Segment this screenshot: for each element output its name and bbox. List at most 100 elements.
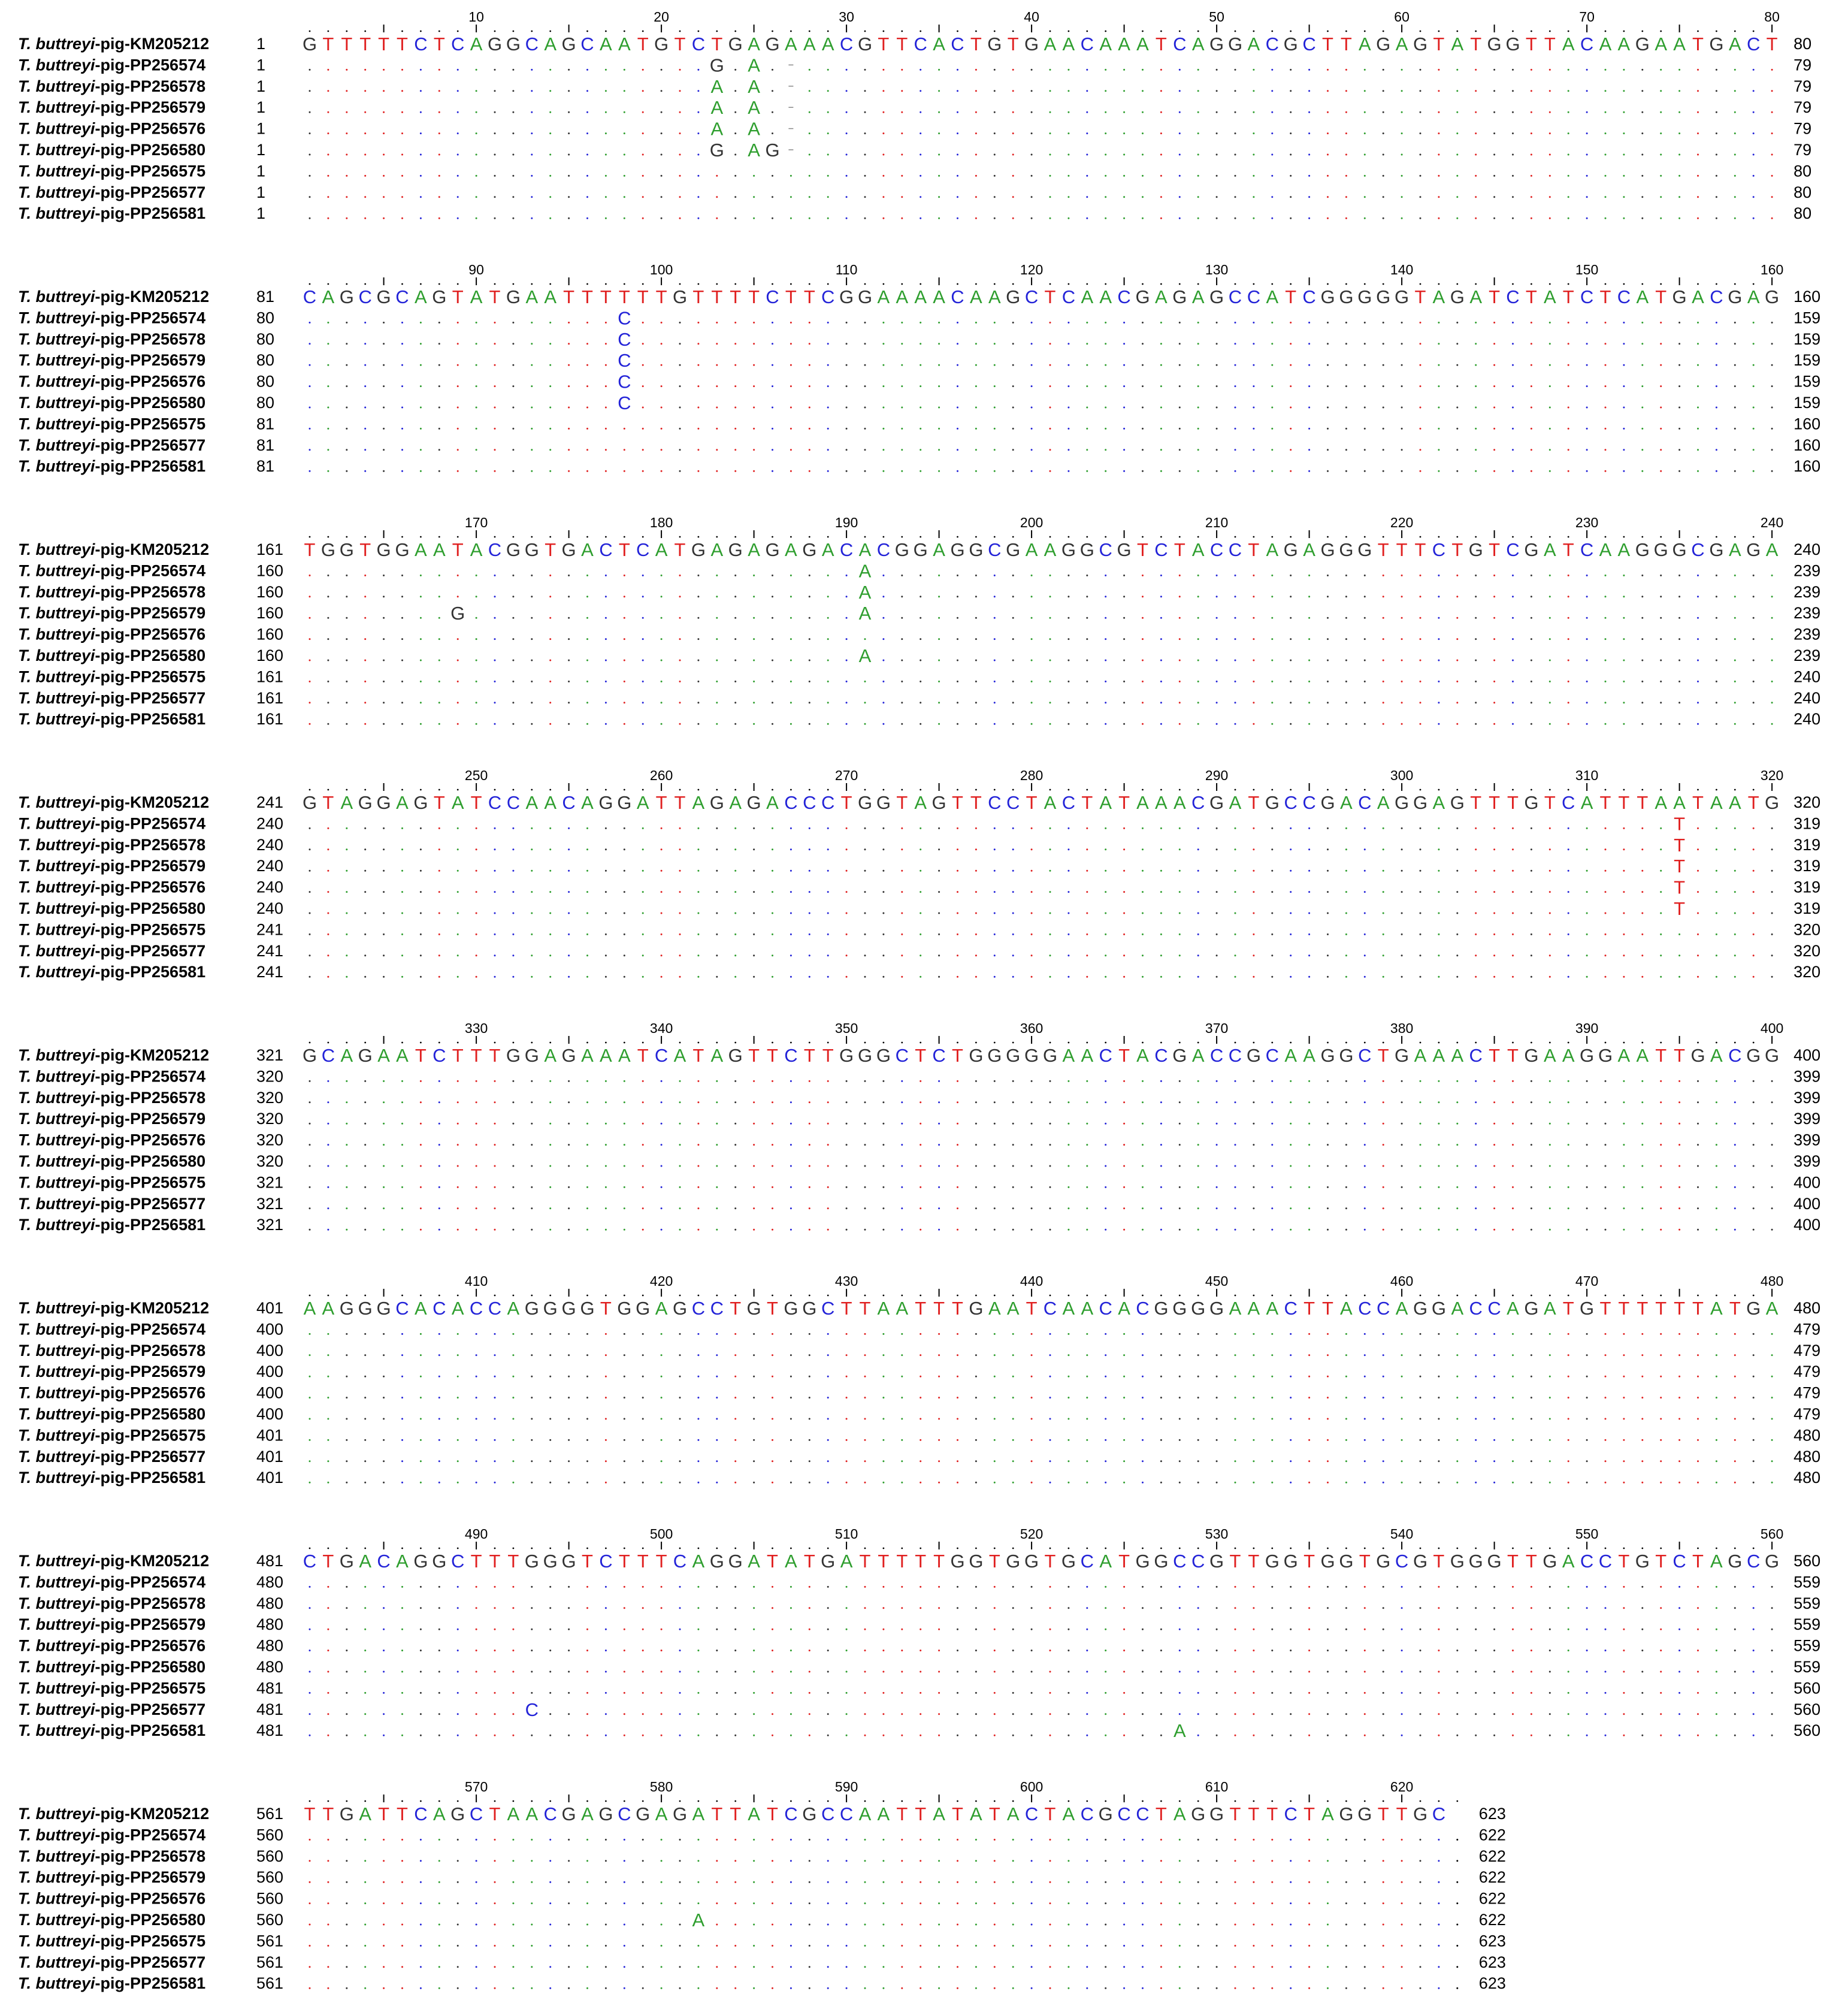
reference-base: C: [1154, 1045, 1168, 1066]
taxon-species: T. buttreyi: [18, 963, 95, 981]
identical-base-dot: [1641, 217, 1644, 219]
taxon-species: T. buttreyi: [18, 1131, 95, 1149]
identical-base-dot: [1419, 1333, 1421, 1335]
identical-base-dot: [772, 638, 773, 641]
identical-base-dot: [1734, 174, 1736, 177]
identical-base-dot: [993, 217, 996, 219]
identical-base-dot: [1142, 111, 1144, 113]
identical-base-dot: [383, 321, 385, 324]
ruler-label: 270: [835, 768, 858, 783]
identical-base-dot: [494, 617, 496, 619]
identical-base-dot: [882, 1080, 885, 1082]
row-start-position: 80: [256, 309, 274, 327]
identical-base-dot: [1086, 406, 1088, 409]
identical-base-dot: [1030, 427, 1033, 430]
reference-base: T: [767, 1298, 778, 1319]
identical-base-dot: [549, 1333, 552, 1335]
identical-base-dot: [772, 1165, 773, 1167]
taxon-host: -pig-: [95, 647, 130, 664]
identical-base-dot: [1438, 427, 1440, 430]
identical-base-dot: [957, 111, 958, 113]
reference-base: A: [470, 286, 483, 307]
identical-base-dot: [1234, 617, 1236, 619]
ruler-dot: [1105, 536, 1107, 538]
identical-base-dot: [1512, 1165, 1514, 1167]
identical-base-dot: [1197, 1080, 1199, 1082]
identical-base-dot: [1641, 848, 1644, 851]
identical-base-dot: [531, 427, 533, 430]
taxon-host: -pig-: [95, 604, 130, 622]
identical-base-dot: [1678, 680, 1681, 682]
reference-base: G: [303, 792, 317, 813]
sequence-row: T. buttreyi-pig-PP256581 81 160: [18, 457, 1820, 475]
identical-base-dot: [1641, 702, 1644, 704]
identical-base-dot: [1530, 132, 1532, 135]
taxon-host: -pig-: [95, 878, 130, 896]
identical-base-dot: [1086, 321, 1088, 324]
identical-base-dot: [1067, 680, 1070, 682]
variant-base: A: [748, 76, 760, 97]
identical-base-dot: [512, 659, 515, 661]
identical-base-dot: [1178, 1186, 1181, 1188]
identical-base-dot: [1345, 68, 1347, 71]
identical-base-dot: [753, 638, 755, 641]
identical-base-dot: [716, 343, 718, 345]
identical-base-dot: [679, 111, 681, 113]
identical-base-dot: [1345, 659, 1347, 661]
identical-base-dot: [1604, 848, 1607, 851]
ruler-dot: [1142, 283, 1144, 285]
ruler-dot: [1271, 1041, 1274, 1044]
sequence-name: T. buttreyi-pig-PP256581: [18, 204, 205, 222]
identical-base-dot: [1290, 217, 1292, 219]
identical-base-dot: [475, 1228, 477, 1231]
identical-base-dot: [1234, 723, 1236, 725]
identical-base-dot: [660, 827, 663, 829]
identical-base-dot: [1271, 638, 1274, 641]
identical-base-dot: [993, 1080, 996, 1082]
identical-base-dot: [401, 174, 403, 177]
identical-base-dot: [1086, 1186, 1088, 1188]
identical-base-dot: [920, 1354, 922, 1357]
reference-base: T: [1674, 1045, 1685, 1066]
identical-base-dot: [1271, 680, 1274, 682]
ruler-dot: [420, 1294, 422, 1297]
ruler-dot: [734, 283, 737, 285]
identical-base-dot: [1512, 196, 1514, 198]
identical-base-dot: [882, 196, 885, 198]
identical-base-dot: [1623, 1228, 1625, 1231]
reference-base: C: [1266, 1045, 1279, 1066]
identical-base-dot: [660, 574, 663, 576]
ruler-dot: [438, 30, 440, 32]
identical-base-dot: [660, 1397, 663, 1399]
identical-base-dot: [920, 617, 922, 619]
row-start-position: 160: [256, 583, 283, 601]
identical-base-dot: [1475, 217, 1477, 219]
identical-base-dot: [1475, 596, 1477, 598]
row-end-position: 159: [1793, 394, 1820, 412]
identical-base-dot: [438, 954, 440, 957]
identical-base-dot: [845, 343, 848, 345]
reference-base: A: [1544, 286, 1556, 307]
reference-base: A: [785, 34, 797, 55]
identical-base-dot: [1623, 1375, 1625, 1377]
identical-base-dot: [1401, 1144, 1403, 1146]
identical-base-dot: [475, 1418, 477, 1420]
identical-base-dot: [938, 723, 940, 725]
identical-base-dot: [1253, 1354, 1255, 1357]
identical-base-dot: [1752, 1144, 1755, 1146]
identical-base-dot: [346, 385, 348, 388]
identical-base-dot: [1604, 954, 1607, 957]
identical-base-dot: [975, 449, 977, 451]
identical-base-dot: [1734, 196, 1736, 198]
identical-base-dot: [1234, 1165, 1236, 1167]
identical-base-dot: [1493, 1207, 1496, 1210]
identical-base-dot: [772, 470, 773, 472]
row-end-position: 319: [1793, 899, 1820, 917]
identical-base-dot: [1660, 1375, 1662, 1377]
sequence-row: T. buttreyi-pig-KM205212 241 G T A G G A G T A T C C A…: [18, 792, 1820, 813]
identical-base-dot: [790, 723, 792, 725]
identical-base-dot: [975, 427, 977, 430]
identical-base-dot: [1049, 406, 1051, 409]
identical-base-dot: [1030, 343, 1033, 345]
identical-base-dot: [623, 638, 625, 641]
